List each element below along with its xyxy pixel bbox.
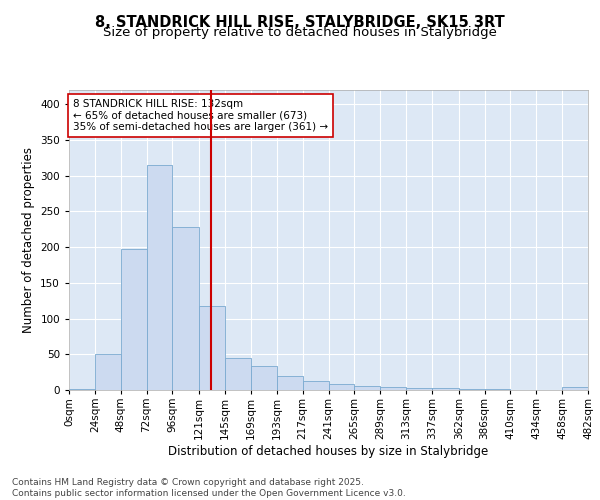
Bar [251, 366, 277, 390]
Bar [329, 384, 355, 390]
Y-axis label: Number of detached properties: Number of detached properties [22, 147, 35, 333]
Bar [562, 387, 588, 390]
Bar [121, 250, 146, 390]
Bar [355, 386, 380, 390]
Bar [172, 227, 199, 390]
Bar [380, 387, 406, 390]
Bar [225, 358, 251, 390]
Bar [406, 388, 432, 390]
Bar [146, 165, 172, 390]
Bar [277, 376, 302, 390]
Bar [432, 388, 459, 390]
Text: 8, STANDRICK HILL RISE, STALYBRIDGE, SK15 3RT: 8, STANDRICK HILL RISE, STALYBRIDGE, SK1… [95, 15, 505, 30]
Text: 8 STANDRICK HILL RISE: 132sqm
← 65% of detached houses are smaller (673)
35% of : 8 STANDRICK HILL RISE: 132sqm ← 65% of d… [73, 99, 328, 132]
Bar [199, 306, 225, 390]
X-axis label: Distribution of detached houses by size in Stalybridge: Distribution of detached houses by size … [169, 444, 488, 458]
Text: Contains HM Land Registry data © Crown copyright and database right 2025.
Contai: Contains HM Land Registry data © Crown c… [12, 478, 406, 498]
Bar [95, 354, 121, 390]
Bar [302, 382, 329, 390]
Bar [69, 388, 95, 390]
Text: Size of property relative to detached houses in Stalybridge: Size of property relative to detached ho… [103, 26, 497, 39]
